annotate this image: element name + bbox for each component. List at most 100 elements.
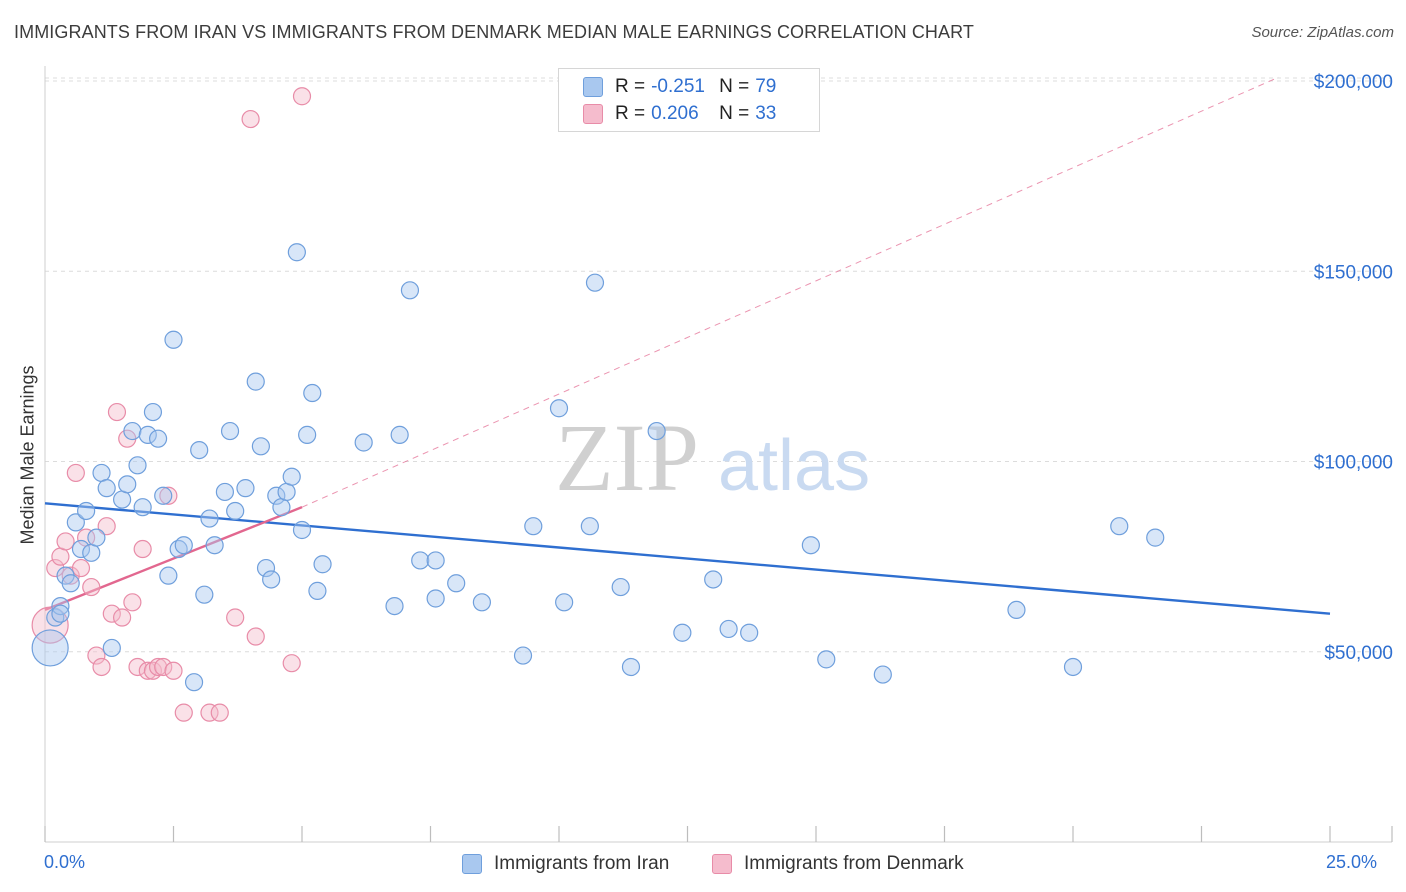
- x-tick-max: 25.0%: [1326, 852, 1378, 872]
- iran-point: [740, 623, 759, 642]
- denmark-points: [31, 87, 312, 722]
- denmark-point: [200, 703, 219, 722]
- y-tick-label: $200,000: [1314, 72, 1393, 93]
- iran-point: [647, 421, 666, 441]
- iran-point: [313, 555, 332, 574]
- x-tick-min: 0.0%: [44, 852, 86, 872]
- iran-legend-swatch: [462, 854, 482, 874]
- iran-point: [195, 585, 214, 604]
- iran-point: [549, 399, 569, 418]
- denmark-swatch: [583, 104, 603, 124]
- iran-point: [292, 520, 312, 540]
- iran-point: [102, 638, 121, 658]
- watermark-zip: ZIP: [555, 404, 699, 511]
- denmark-point: [154, 657, 173, 677]
- iran-point: [138, 425, 157, 444]
- denmark-point: [210, 703, 229, 722]
- iran-point: [621, 657, 641, 677]
- iran-point: [303, 383, 322, 403]
- r-label: R =: [615, 103, 646, 124]
- iran-point: [513, 646, 533, 665]
- n-value: 79: [755, 76, 777, 97]
- iran-point: [585, 273, 605, 292]
- iran-point: [524, 517, 543, 536]
- iran-point: [472, 593, 491, 612]
- iran-point: [447, 574, 466, 593]
- denmark-point: [56, 532, 75, 551]
- iran-point: [51, 596, 70, 616]
- denmark-point: [148, 657, 168, 677]
- y-tick-label: $150,000: [1314, 262, 1393, 283]
- legend-row-denmark: R = 0.206 N = 33: [583, 101, 776, 127]
- iran-point: [873, 665, 892, 684]
- iran-points: [31, 243, 1165, 692]
- denmark-point: [282, 654, 301, 673]
- iran-point: [92, 463, 111, 483]
- iran-point: [71, 539, 91, 559]
- iran-point: [174, 536, 193, 555]
- denmark-point: [71, 558, 91, 578]
- trendlines: [44, 76, 1331, 615]
- iran-point: [354, 433, 373, 452]
- iran-point: [159, 566, 178, 585]
- iran-point: [77, 501, 96, 521]
- iran-point: [164, 330, 183, 349]
- iran-point: [215, 482, 234, 502]
- denmark-point: [51, 547, 70, 566]
- iran-point: [426, 589, 445, 608]
- iran-point: [385, 596, 404, 616]
- denmark-legend-label: Immigrants from Denmark: [744, 853, 964, 874]
- r-label: R =: [615, 76, 646, 97]
- iran-point: [128, 456, 147, 475]
- denmark-point: [31, 606, 69, 644]
- denmark-trendline: [301, 76, 1279, 508]
- watermark-atlas: atlas: [718, 426, 870, 506]
- iran-point: [400, 281, 420, 300]
- denmark-point: [102, 604, 121, 623]
- iran-point: [426, 551, 445, 570]
- iran-point: [673, 623, 692, 642]
- legend-row-iran: R = -0.251 N = 79: [583, 74, 776, 100]
- axes: [44, 66, 1393, 843]
- denmark-point: [82, 577, 101, 597]
- iran-point: [236, 479, 255, 498]
- iran-point: [298, 425, 317, 444]
- iran-point: [184, 673, 204, 692]
- denmark-point: [46, 558, 65, 578]
- iran-point: [190, 440, 209, 460]
- iran-point: [246, 372, 265, 391]
- denmark-point: [241, 109, 260, 129]
- iran-point: [112, 490, 132, 509]
- iran-point: [611, 577, 630, 597]
- n-label: N =: [719, 76, 750, 97]
- grid-lines: [45, 77, 1392, 653]
- iran-point: [277, 482, 296, 502]
- iran-point: [267, 486, 286, 505]
- bottom-legend-denmark: Immigrants from Denmark: [712, 852, 964, 876]
- iran-point: [282, 467, 301, 486]
- iran-point: [51, 604, 70, 623]
- denmark-point: [92, 657, 111, 677]
- denmark-point: [159, 486, 178, 505]
- iran-point: [87, 528, 106, 547]
- iran-point: [256, 558, 276, 578]
- iran-point: [205, 536, 224, 555]
- iran-swatch: [583, 77, 603, 97]
- correlation-legend: R = -0.251 N = 79 R = 0.206 N = 33: [558, 68, 820, 132]
- iran-point: [118, 475, 137, 494]
- iran-point: [411, 551, 430, 570]
- denmark-point: [164, 661, 183, 680]
- denmark-point: [123, 593, 142, 612]
- y-tick-label: $50,000: [1324, 643, 1393, 664]
- iran-point: [226, 501, 245, 521]
- denmark-point: [226, 608, 245, 627]
- denmark-point: [128, 657, 147, 677]
- iran-point: [287, 243, 306, 262]
- iran-point: [390, 425, 409, 444]
- iran-point: [1063, 657, 1083, 677]
- iran-point: [123, 421, 142, 441]
- iran-point: [82, 543, 101, 562]
- denmark-trendline: [44, 506, 303, 612]
- iran-point: [1110, 517, 1129, 536]
